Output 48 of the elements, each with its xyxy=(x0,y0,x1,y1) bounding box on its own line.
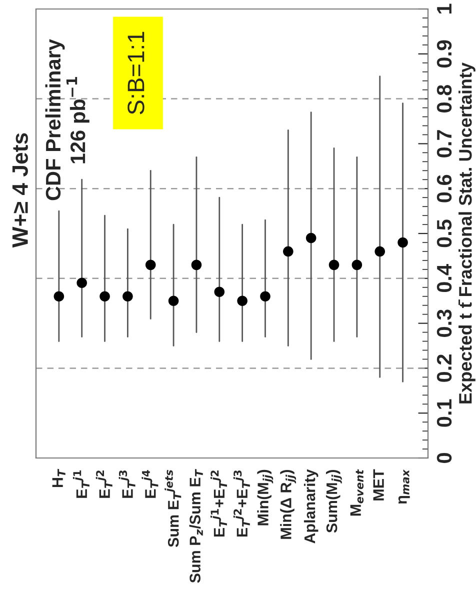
point xyxy=(76,278,87,288)
y-axis-title: Expected t t̄ Fractional Stat. Uncertainty xyxy=(458,62,476,404)
y-tick-label: 0.4 xyxy=(436,264,452,292)
x-tick-label: Sum P$_{z}$/Sum E$_{T}$ xyxy=(189,468,203,583)
x-tick-label: MET xyxy=(373,469,384,500)
point xyxy=(260,291,270,302)
x-tick-label: H$_{T}$ xyxy=(52,468,66,488)
x-tick-label: M$_{event}$ xyxy=(350,469,364,516)
point xyxy=(374,246,386,257)
y-tick-label: 0.7 xyxy=(436,130,452,158)
point xyxy=(100,291,110,302)
x-tick-label: η$_{max}$ xyxy=(398,469,410,504)
x-tick-label: E$_{T}$$^{j2}$+E$_{T}$$^{j3}$ xyxy=(233,470,250,537)
point xyxy=(122,291,133,302)
x-tick-label: Sum E$_{T}$$^{jets}$ xyxy=(164,470,182,548)
point xyxy=(214,286,225,298)
point xyxy=(352,260,362,270)
annotation: S:B=1:1 xyxy=(128,32,144,114)
point xyxy=(398,237,408,248)
y-tick-label: 1 xyxy=(437,4,452,14)
y-tick-label: 0.6 xyxy=(436,174,452,202)
y-tick-label: 0.1 xyxy=(436,399,452,427)
point xyxy=(145,260,156,270)
x-tick-label: E$_{T}$$^{j1}$ xyxy=(72,470,90,498)
x-tick-label: E$_{T}$$^{j2}$ xyxy=(96,470,112,498)
annotation: 126 pb$^{−1}$ xyxy=(66,77,90,164)
x-tick-label: E$_{T}$$^{j1}$+E$_{T}$$^{j2}$ xyxy=(210,470,227,537)
x-tick-label: Aplanarity xyxy=(304,469,318,544)
text: W+≥ 4 Jets xyxy=(12,133,28,248)
y-tick-label: 0.3 xyxy=(436,310,452,337)
x-tick-label: E$_{T}$$^{j4}$ xyxy=(142,470,158,498)
x-tick-label: E$_{T}$$^{j3}$ xyxy=(118,470,136,498)
x-tick-label: Min(Δ R$_{jj}$) xyxy=(280,470,296,539)
point xyxy=(306,232,316,244)
point xyxy=(237,296,248,306)
point xyxy=(54,291,64,302)
point xyxy=(328,260,340,270)
y-tick-label: 0.5 xyxy=(436,220,452,248)
y-tick-label: 0.9 xyxy=(436,40,452,68)
x-tick-label: Sum(M$_{jj}$) xyxy=(326,470,342,533)
y-tick-label: 0.2 xyxy=(436,354,452,382)
point xyxy=(283,246,294,257)
y-tick-label: 0.8 xyxy=(436,84,452,112)
annotation: CDF Preliminary xyxy=(45,39,65,200)
y-tick-label: 0 xyxy=(436,453,452,463)
point xyxy=(191,260,202,270)
x-tick-label: Min(M$_{jj}$) xyxy=(257,470,274,526)
point xyxy=(168,296,179,306)
